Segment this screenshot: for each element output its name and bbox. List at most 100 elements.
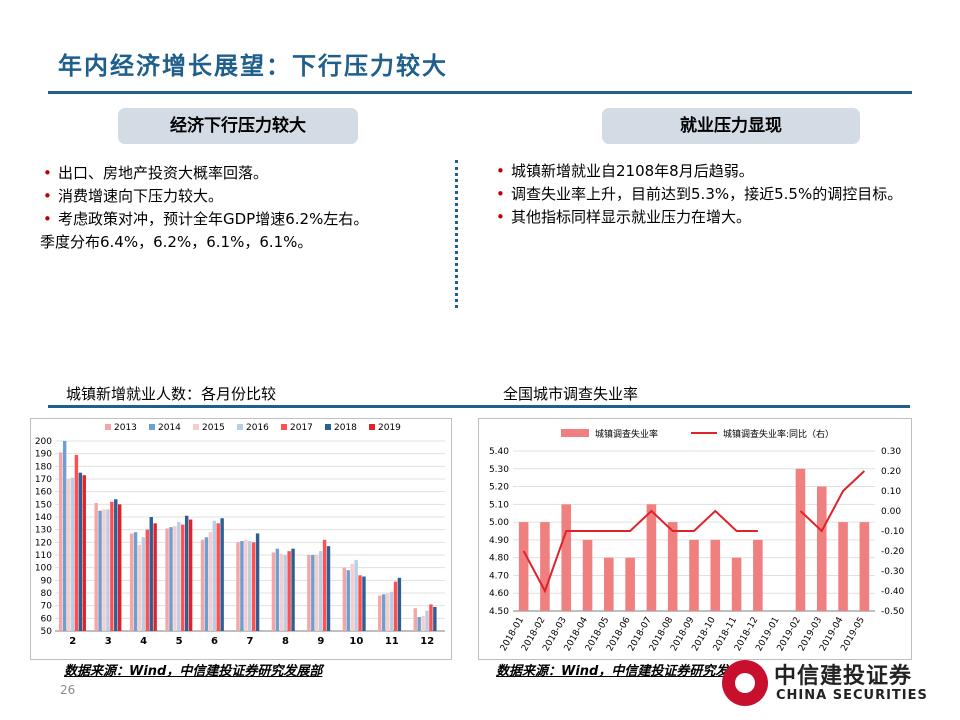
bar bbox=[251, 542, 256, 631]
bar bbox=[169, 527, 173, 631]
bar bbox=[350, 563, 354, 631]
x-tick-label: 3 bbox=[105, 636, 112, 647]
y2-tick-label: 0.30 bbox=[881, 447, 901, 457]
bar bbox=[78, 472, 83, 631]
bar bbox=[114, 499, 118, 631]
bar bbox=[382, 594, 386, 631]
right-bullet-list: 城镇新增就业自2108年8月后趋弱。 调查失业率上升，目前达到5.3%，接近5.… bbox=[493, 160, 903, 229]
y-tick-label: 100 bbox=[35, 564, 52, 574]
chart2-panel: 4.50 4.60 4.70 4.80 4.90 5.00 5.10 5.20 5.30 5.40… bbox=[478, 418, 912, 660]
legend-label: 2019 bbox=[378, 423, 401, 433]
bar bbox=[271, 552, 276, 631]
legend-swatch bbox=[105, 424, 111, 430]
bar bbox=[74, 454, 79, 631]
bar bbox=[200, 539, 205, 631]
x-tick-label: 11 bbox=[385, 636, 399, 647]
page-title: 年内经济增长展望：下行压力较大 bbox=[58, 52, 448, 80]
x-tick-label: 4 bbox=[140, 636, 147, 647]
bar bbox=[153, 523, 157, 631]
legend-label: 2018 bbox=[334, 423, 357, 433]
bar bbox=[429, 604, 433, 631]
y-tick-label: 4.80 bbox=[489, 554, 509, 564]
bar bbox=[307, 555, 311, 631]
bar bbox=[318, 551, 323, 631]
legend-swatch bbox=[369, 424, 375, 430]
bar bbox=[859, 522, 870, 611]
bar bbox=[94, 503, 98, 631]
legend-label: 2017 bbox=[290, 423, 313, 433]
logo-chinese-name: 中信建投证券 bbox=[774, 664, 913, 689]
bar bbox=[173, 525, 177, 631]
bar bbox=[66, 479, 71, 631]
bar bbox=[106, 509, 110, 631]
chart2-caption: 全国城市调查失业率 bbox=[503, 385, 639, 403]
legend-label: 城镇调查失业率 bbox=[595, 428, 658, 440]
x-tick-label: 8 bbox=[282, 636, 289, 647]
series-line bbox=[522, 509, 758, 594]
bar bbox=[795, 468, 806, 611]
bar bbox=[838, 522, 848, 611]
bar bbox=[518, 522, 529, 611]
bar bbox=[177, 522, 181, 631]
y-tick-label: 90 bbox=[41, 576, 53, 586]
y-tick-label: 60 bbox=[41, 614, 53, 624]
y-tick-label: 50 bbox=[41, 627, 53, 637]
bar bbox=[311, 555, 315, 631]
bar bbox=[102, 509, 106, 631]
x-tick-label: 5 bbox=[176, 636, 183, 647]
bar bbox=[291, 548, 295, 631]
x-tick-label: 7 bbox=[247, 636, 254, 647]
y-tick-label: 5.20 bbox=[489, 483, 509, 493]
bar bbox=[397, 577, 402, 631]
bar bbox=[141, 537, 146, 631]
bar bbox=[354, 560, 358, 631]
bullet-item: 调查失业率上升，目前达到5.3%，接近5.5%的调控目标。 bbox=[493, 183, 903, 206]
y-tick-label: 110 bbox=[35, 551, 52, 561]
chart2-source: 数据来源：Wind，中信建投证券研究发展部 bbox=[496, 664, 755, 679]
bar bbox=[279, 553, 283, 631]
logo-english-name: CHINA SECURITIES bbox=[776, 688, 928, 703]
legend-label: 城镇调查失业率:同比（右） bbox=[723, 428, 834, 440]
bar bbox=[731, 557, 742, 611]
y-tick-label: 4.70 bbox=[489, 571, 509, 581]
title-divider bbox=[48, 91, 912, 94]
chart-divider bbox=[48, 405, 910, 408]
chart1-caption: 城镇新增就业人数：各月份比较 bbox=[66, 385, 277, 403]
bar bbox=[710, 539, 721, 611]
bullet-item: 考虑政策对冲，预计全年GDP增速6.2%左右。 bbox=[40, 208, 450, 231]
y-tick-label: 4.50 bbox=[489, 607, 509, 617]
left-section-header: 经济下行压力较大 bbox=[118, 108, 358, 144]
bullet-item: 出口、房地产投资大概率回落。 bbox=[40, 162, 450, 185]
bar bbox=[208, 532, 213, 631]
bar bbox=[582, 539, 593, 611]
column-divider bbox=[455, 160, 458, 308]
y-tick-label: 180 bbox=[35, 462, 52, 472]
bar bbox=[322, 539, 327, 631]
bar bbox=[248, 541, 252, 631]
series-line bbox=[799, 470, 866, 533]
bar bbox=[625, 557, 635, 611]
x-tick-label: 6 bbox=[211, 636, 218, 647]
bar bbox=[216, 523, 220, 631]
y-tick-label: 80 bbox=[41, 589, 53, 599]
unemployment-combo-chart: 4.50 4.60 4.70 4.80 4.90 5.00 5.10 5.20 5.30 5.40… bbox=[489, 428, 905, 653]
y2-tick-label: -0.50 bbox=[881, 607, 905, 617]
bar bbox=[393, 581, 398, 631]
bar bbox=[326, 546, 331, 631]
y-tick-label: 5.40 bbox=[489, 447, 509, 457]
y2-tick-label: 0.00 bbox=[881, 507, 901, 517]
bar bbox=[342, 567, 347, 631]
y-tick-label: 4.90 bbox=[489, 536, 509, 546]
y-tick-label: 190 bbox=[35, 450, 52, 460]
bar bbox=[62, 441, 67, 631]
bar bbox=[133, 532, 138, 631]
chart1-panel: 50 60 70 80 90 100 110 120 130 140 150 160 170 180 190… bbox=[30, 418, 452, 660]
bar bbox=[646, 504, 657, 611]
x-tick-label: 9 bbox=[317, 636, 324, 647]
bar bbox=[188, 519, 193, 631]
logo-mark-icon bbox=[722, 660, 768, 706]
bullet-item: 其他指标同样显示就业压力在增大。 bbox=[493, 206, 903, 229]
bar bbox=[287, 551, 291, 631]
left-bullet-list: 出口、房地产投资大概率回落。 消费增速向下压力较大。 考虑政策对冲，预计全年GD… bbox=[40, 162, 450, 254]
y-tick-label: 120 bbox=[35, 538, 52, 548]
